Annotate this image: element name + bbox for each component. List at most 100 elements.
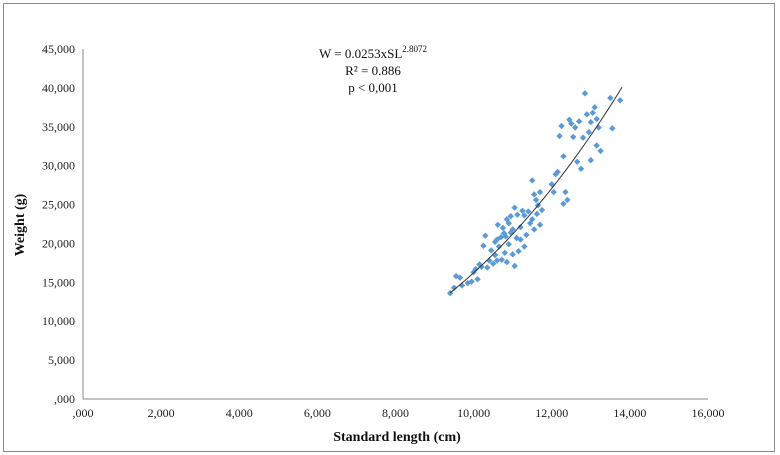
y-tick-label: 40,000 [42, 81, 75, 95]
data-point [491, 251, 499, 259]
data-point [482, 232, 489, 239]
data-point [503, 258, 511, 266]
y-tick-label: 30,000 [42, 159, 75, 173]
y-tick-label: 45,000 [42, 42, 75, 56]
data-point [533, 210, 541, 218]
data-point [530, 191, 538, 198]
equation-exponent: 2.8072 [402, 44, 427, 54]
x-tick-label: 12,000 [535, 406, 568, 420]
data-point [568, 120, 575, 127]
x-tick-label: 14,000 [613, 406, 646, 420]
data-point [532, 196, 540, 204]
data-point [509, 226, 516, 233]
data-point [587, 157, 595, 164]
y-tick-label: ,000 [54, 392, 75, 406]
data-point [474, 276, 481, 283]
data-point [554, 168, 561, 176]
data-point [484, 264, 491, 271]
data-point [562, 188, 569, 196]
data-point [570, 133, 577, 141]
data-point [591, 104, 598, 111]
data-point [536, 221, 544, 228]
x-tick-label: ,000 [73, 406, 94, 420]
data-point [593, 115, 600, 123]
x-tick-label: 4,000 [226, 406, 253, 420]
r-squared-annotation: R² = 0.886 [345, 63, 401, 78]
data-point [525, 208, 532, 215]
data-point [616, 97, 624, 104]
data-point [480, 242, 487, 249]
y-tick-label: 5,000 [48, 353, 75, 367]
data-point [505, 220, 512, 227]
data-point [502, 233, 509, 240]
data-point [499, 224, 507, 232]
data-point [472, 265, 479, 273]
data-point [583, 111, 591, 118]
x-tick-label: 10,000 [457, 406, 490, 420]
data-point [560, 200, 567, 207]
data-point [497, 234, 505, 241]
data-point [556, 132, 563, 140]
y-tick-label: 15,000 [42, 275, 75, 289]
data-point [587, 118, 595, 126]
trendline [449, 86, 623, 294]
data-point [488, 247, 495, 254]
data-point [597, 147, 604, 155]
data-point [593, 142, 600, 149]
data-point [536, 188, 544, 196]
data-point [501, 249, 509, 256]
data-point [538, 206, 546, 214]
data-point [515, 248, 522, 255]
x-axis-title: Standard length (cm) [333, 430, 461, 445]
x-tick-label: 2,000 [148, 406, 175, 420]
data-point [489, 260, 497, 267]
data-point [495, 243, 503, 250]
x-tick-labels: ,000 2,000 4,000 6,000 8,000 10,000 12,000 14,0… [73, 406, 725, 420]
data-point [456, 274, 464, 281]
data-point [498, 256, 505, 263]
equation-prefix: W = 0.0253xSL [319, 46, 402, 61]
data-point [581, 90, 589, 97]
data-point [529, 216, 536, 223]
data-point [509, 251, 516, 258]
x-tick-label: 6,000 [304, 406, 331, 420]
y-tick-label: 25,000 [42, 198, 75, 212]
equation-annotation: W = 0.0253xSL2.8072 [319, 44, 427, 61]
axes-group [82, 49, 708, 400]
y-tick-label: 20,000 [42, 236, 75, 250]
data-point [505, 241, 512, 248]
data-point [521, 243, 528, 250]
data-point [468, 278, 475, 285]
data-point [450, 284, 458, 291]
data-point [550, 188, 557, 196]
data-point [511, 262, 518, 270]
data-point [609, 125, 616, 132]
data-point [607, 94, 614, 102]
data-point [491, 238, 499, 246]
x-tick-label: 16,000 [692, 406, 725, 420]
y-tick-labels: ,000 5,000 10,000 15,000 20,000 25,000 30,000 3… [42, 42, 75, 406]
data-point [577, 165, 585, 172]
data-point [478, 263, 485, 270]
y-tick-label: 10,000 [42, 314, 75, 328]
data-point [517, 236, 524, 243]
chart-frame [3, 3, 775, 452]
data-point [575, 118, 583, 125]
p-value-annotation: p < 0,001 [348, 80, 398, 95]
y-tick-label: 35,000 [42, 120, 75, 134]
data-point [585, 129, 593, 136]
data-point [529, 177, 536, 184]
data-point [517, 223, 524, 231]
trendline-group [449, 86, 623, 294]
data-point [558, 122, 565, 130]
data-point [573, 158, 581, 165]
data-points [446, 90, 624, 297]
data-point [579, 134, 587, 141]
y-axis-title: Weight (g) [13, 193, 28, 256]
data-point [530, 226, 538, 233]
data-point [548, 181, 555, 188]
data-point [514, 211, 521, 218]
data-point [523, 231, 530, 239]
x-tick-label: 8,000 [382, 406, 409, 420]
